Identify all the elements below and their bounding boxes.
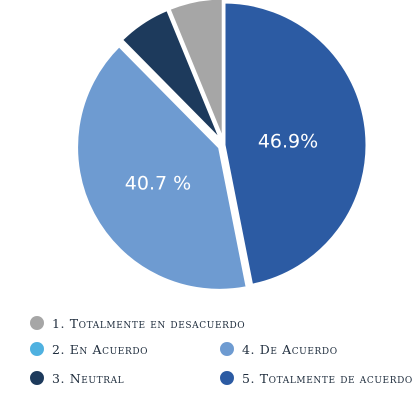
slice-value-label: 46.9% <box>258 131 318 153</box>
legend-swatch <box>220 371 234 385</box>
legend-item-neutral: 3. Neutral <box>30 369 124 387</box>
legend-swatch <box>30 316 44 330</box>
pie-chart: 46.9% 40.7 % <box>75 0 369 292</box>
pie-slice <box>222 0 369 287</box>
legend-item-de-acuerdo: 4. De Acuerdo <box>220 340 338 358</box>
legend-swatch <box>30 371 44 385</box>
legend-item-totalmente-en-desacuerdo: 1. Totalmente en desacuerdo <box>30 314 245 332</box>
legend-label: 4. De Acuerdo <box>242 341 338 357</box>
legend-swatch <box>30 342 44 356</box>
legend-label: 3. Neutral <box>52 370 125 386</box>
legend-item-en-acuerdo: 2. En Acuerdo <box>30 340 148 358</box>
legend-label: 1. Totalmente en desacuerdo <box>52 315 246 331</box>
legend-label: 5. Totalmente de acuerdo <box>242 370 413 386</box>
pie-slice <box>119 7 224 144</box>
slice-value-label: 40.7 % <box>125 173 191 195</box>
pie-slice <box>167 0 225 143</box>
legend-label: 2. En Acuerdo <box>52 341 149 357</box>
legend-item-totalmente-de-acuerdo: 5. Totalmente de acuerdo <box>220 369 413 387</box>
legend-swatch <box>220 342 234 356</box>
pie-slice <box>75 44 249 292</box>
